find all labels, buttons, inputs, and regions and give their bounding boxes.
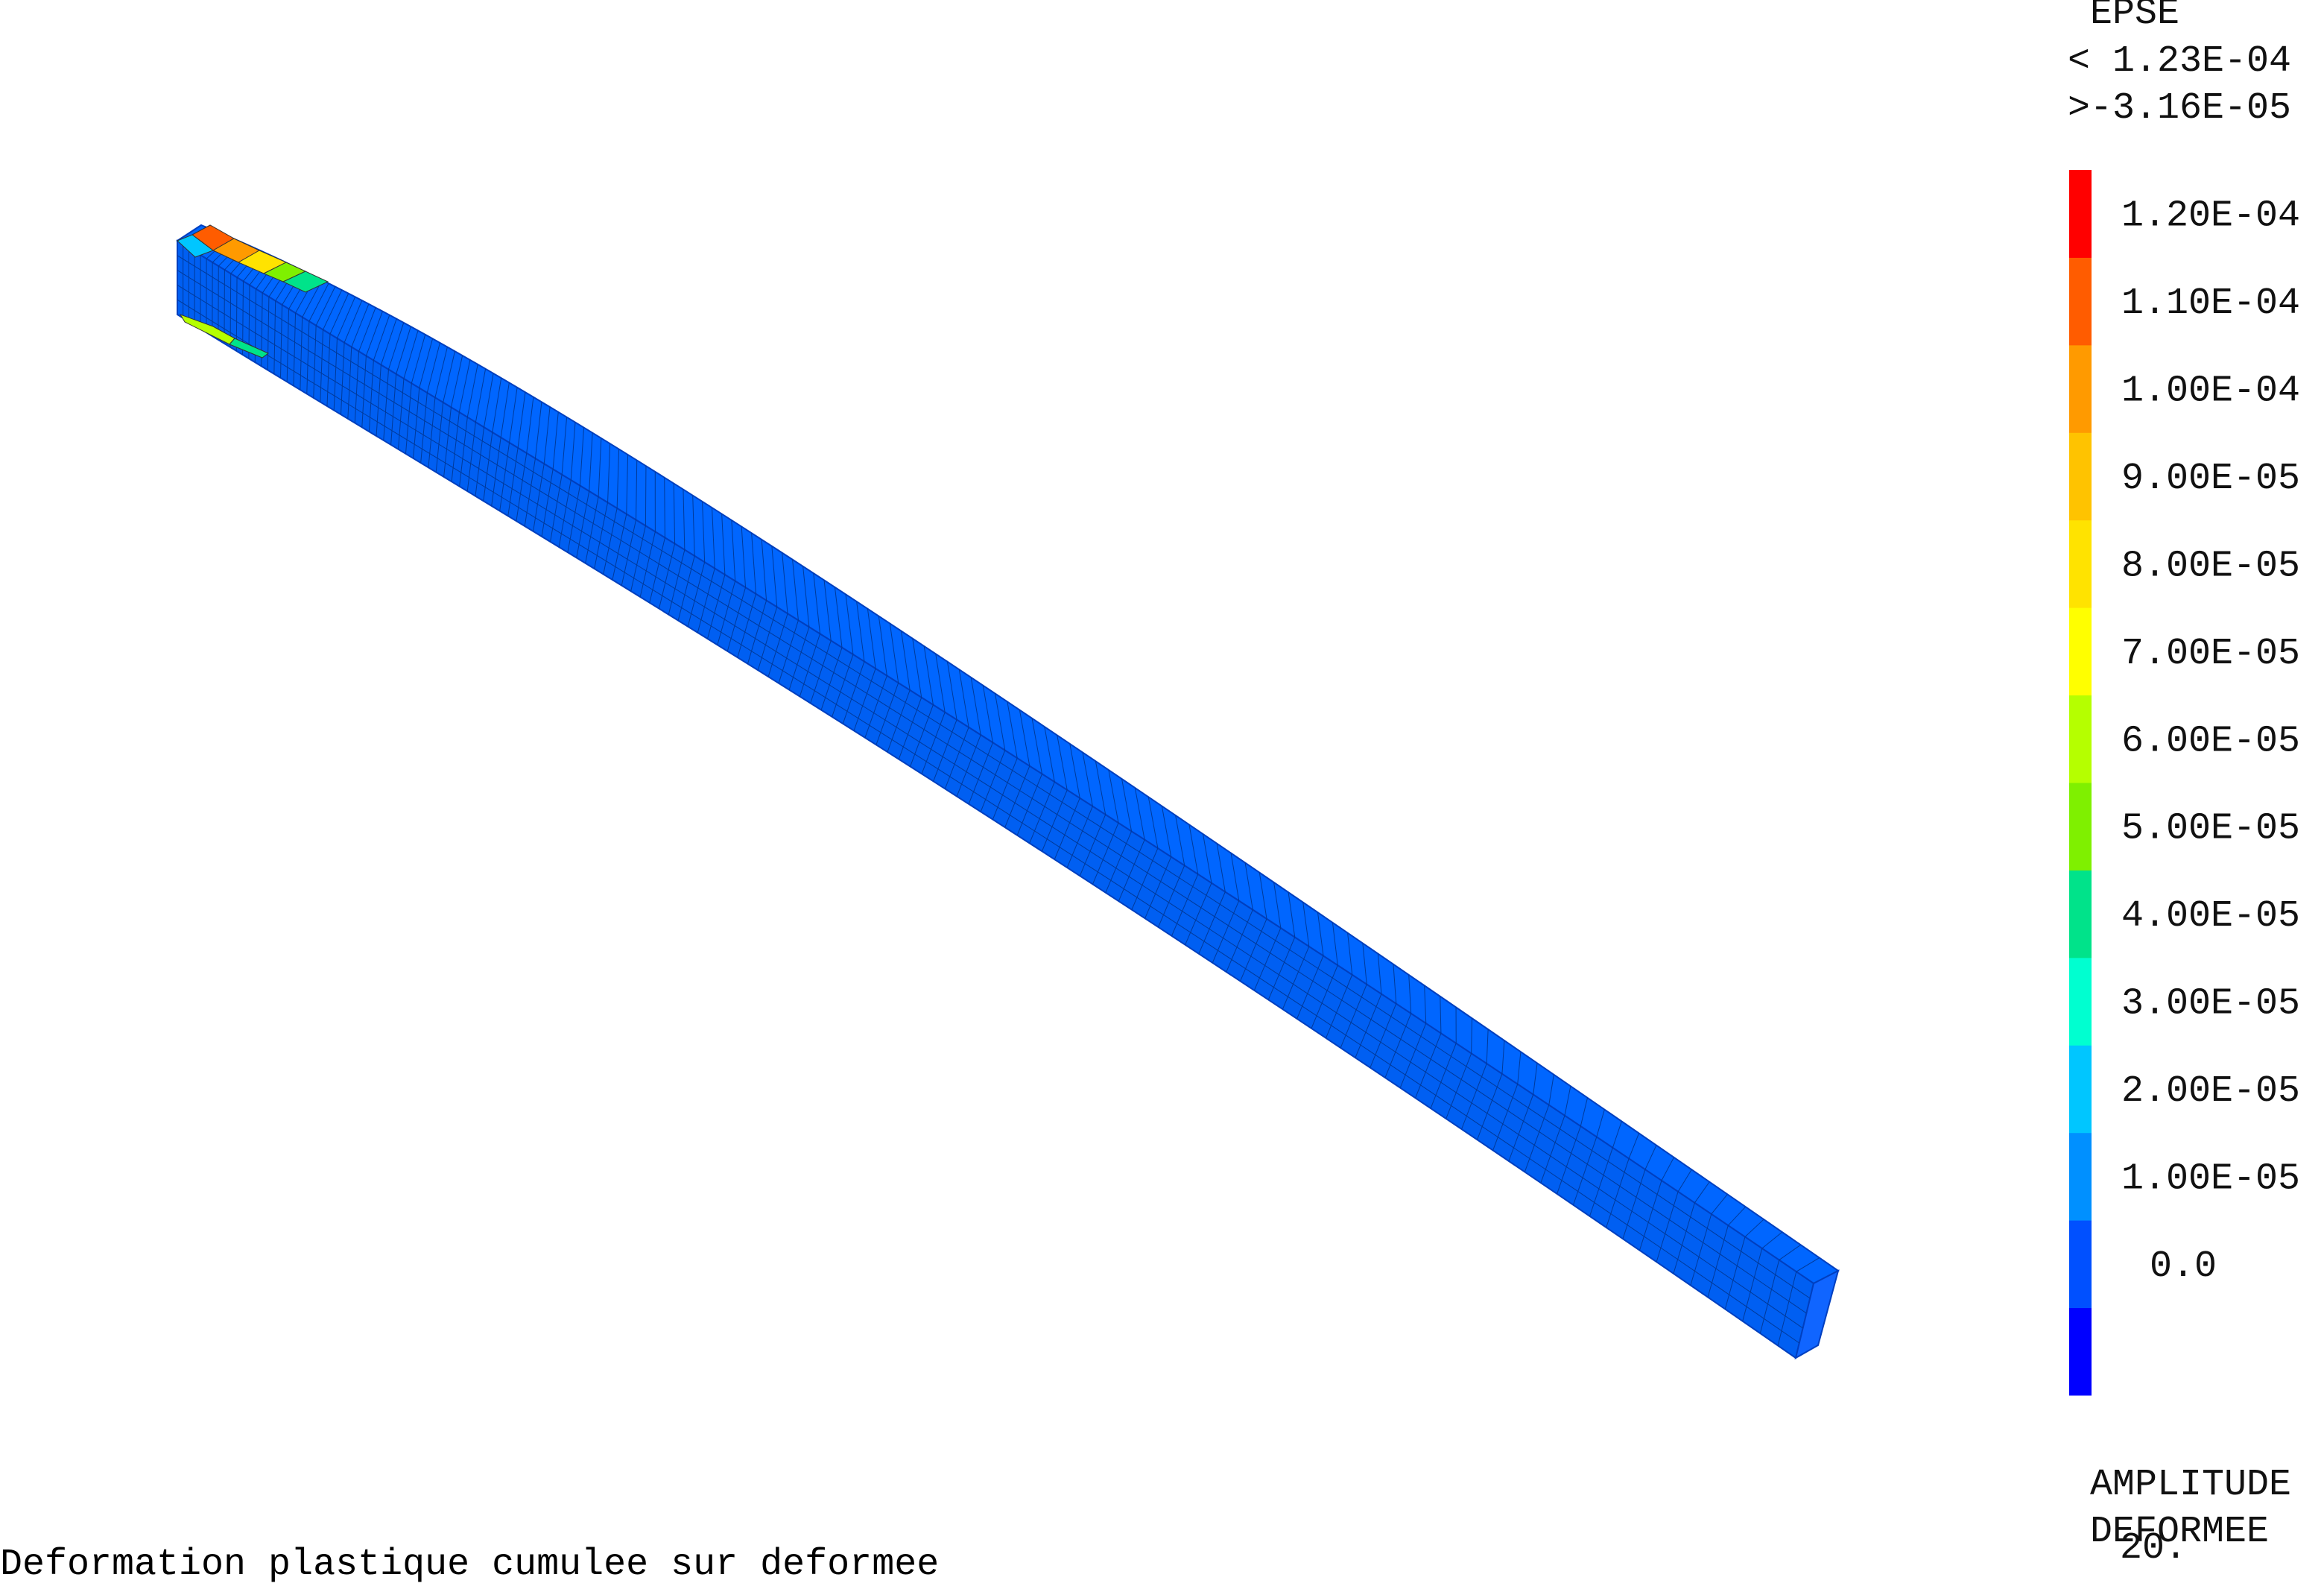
legend-band-label: 1.00E-05 (2121, 1157, 2300, 1200)
legend-band (2069, 870, 2092, 958)
amplitude-info: AMPLITUDE DEFORMEE 20. (2090, 1464, 2291, 1570)
legend-band (2069, 958, 2092, 1046)
legend-field-name: EPSE (2090, 0, 2179, 35)
legend-band-labels: 0.0 1.00E-05 2.00E-05 3.00E-05 4.00E-05 5.00E… (2121, 195, 2300, 1288)
legend-band-label: 1.20E-04 (2121, 195, 2300, 238)
legend-min-label: >-3.16E-05 (2068, 87, 2291, 130)
legend-band-label: 7.00E-05 (2121, 633, 2300, 675)
color-legend: EPSE < 1.23E-04 >-3.16E-05 0.0 1.00E-05 2.… (2068, 0, 2300, 1396)
legend-band (2069, 432, 2092, 520)
legend-band-label: 2.00E-05 (2121, 1070, 2300, 1113)
legend-max-label: < 1.23E-04 (2068, 40, 2291, 83)
legend-band (2069, 1220, 2092, 1308)
legend-band (2069, 345, 2092, 433)
legend-band-label: 8.00E-05 (2121, 545, 2300, 587)
legend-color-bar (2069, 170, 2092, 1396)
legend-band (2069, 170, 2092, 258)
legend-band-label: 4.00E-05 (2121, 895, 2300, 938)
legend-band (2069, 695, 2092, 783)
legend-band (2069, 1308, 2092, 1396)
legend-band (2069, 1045, 2092, 1133)
legend-band (2069, 520, 2092, 608)
legend-band (2069, 783, 2092, 871)
legend-band-label: 1.00E-04 (2121, 370, 2300, 413)
beam-front-face (177, 241, 1814, 1358)
legend-band-label: 0.0 (2150, 1245, 2217, 1288)
legend-band-label: 1.10E-04 (2121, 282, 2300, 325)
legend-band (2069, 257, 2092, 345)
plot-caption: Deformation plastique cumulee sur deform… (0, 1543, 939, 1588)
legend-band (2069, 1133, 2092, 1221)
mesh-line (645, 466, 646, 525)
amplitude-label: AMPLITUDE (2090, 1464, 2291, 1506)
legend-band-label: 9.00E-05 (2121, 458, 2300, 500)
deformed-beam-mesh (177, 225, 1838, 1358)
amplitude-value: 20. (2120, 1527, 2187, 1570)
legend-band-label: 6.00E-05 (2121, 720, 2300, 762)
legend-band-label: 5.00E-05 (2121, 808, 2300, 850)
legend-band (2069, 607, 2092, 695)
legend-band-label: 3.00E-05 (2121, 983, 2300, 1026)
